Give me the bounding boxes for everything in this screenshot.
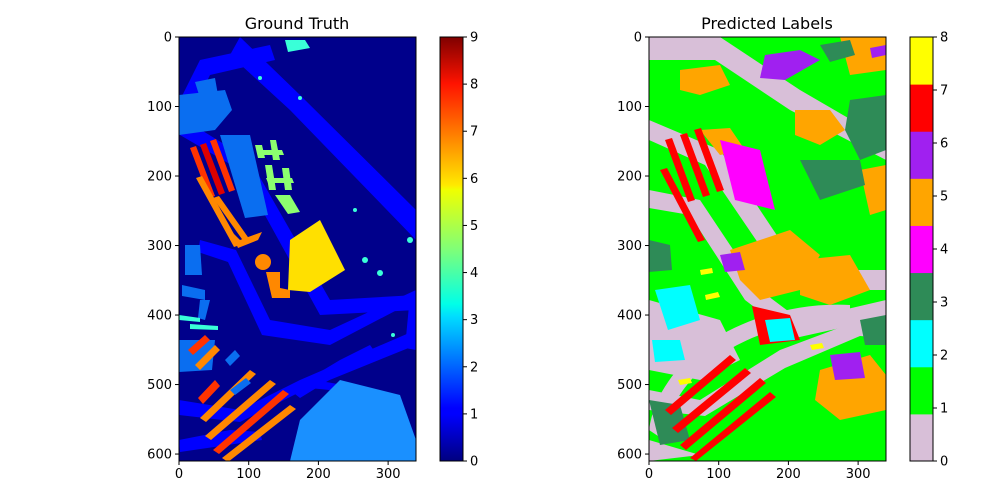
- predicted-labels-colorbar-tick-label: 2: [940, 349, 948, 364]
- ground-truth-colorbar-tick-label: 1: [470, 407, 478, 422]
- ground-truth-colorbar-tick-label: 3: [470, 313, 478, 328]
- ground-truth-colorbar-tick-label: 5: [470, 219, 478, 234]
- ground-truth-x-tick-label: 200: [306, 467, 331, 482]
- ground-truth-colorbar-tick-label: 4: [470, 266, 478, 281]
- ground-truth-axes-frame: [178, 36, 417, 462]
- predicted-labels-colorbar-segment: [910, 225, 933, 274]
- predicted-labels-colorbar-segment: [910, 131, 933, 179]
- predicted-labels-colorbar-tick-label: 7: [940, 84, 948, 99]
- predicted-labels-colorbar-tick-label: 3: [940, 296, 948, 311]
- ground-truth-image: [179, 37, 416, 461]
- predicted-labels-x-tick-label: 200: [776, 467, 801, 482]
- ground-truth-colorbar-tick-label: 7: [470, 125, 478, 140]
- predicted-labels-panel: Predicted Labels: [617, 14, 948, 482]
- predicted-labels-y-tick-label: 0: [634, 31, 642, 46]
- ground-truth-colorbar-tick-label: 9: [470, 31, 478, 46]
- ground-truth-y-tick-label: 0: [164, 31, 172, 46]
- predicted-labels-y-tick-label: 500: [617, 378, 642, 393]
- predicted-labels-colorbar-segment: [910, 366, 933, 415]
- predicted-labels-y-tick-label: 400: [617, 309, 642, 324]
- predicted-labels-colorbar-tick-label: 1: [940, 402, 948, 417]
- predicted-labels-x-tick-label: 300: [846, 467, 871, 482]
- ground-truth-y-tick-label: 500: [147, 378, 172, 393]
- predicted-labels-image: [649, 37, 886, 461]
- ground-truth-y-tick-label: 300: [147, 239, 172, 254]
- predicted-labels-y-tick-label: 600: [617, 448, 642, 463]
- predicted-labels-title: Predicted Labels: [701, 14, 833, 33]
- predicted-labels-colorbar-segment: [910, 319, 933, 368]
- ground-truth-y-ticks: 0 100 200 300 400 500 600: [147, 31, 179, 463]
- predicted-labels-axes-frame: [648, 36, 887, 462]
- ground-truth-title: Ground Truth: [245, 14, 350, 33]
- predicted-labels-colorbar-tick-label: 0: [940, 455, 948, 470]
- predicted-labels-colorbar-tick-label: 4: [940, 243, 948, 258]
- predicted-labels-colorbar-segment: [910, 413, 933, 462]
- ground-truth-x-tick-label: 0: [175, 467, 183, 482]
- predicted-labels-y-tick-label: 300: [617, 239, 642, 254]
- ground-truth-panel: Ground Truth: [147, 14, 478, 482]
- predicted-labels-colorbar-tick-label: 5: [940, 190, 948, 205]
- predicted-labels-colorbar-tick-label: 8: [940, 31, 948, 46]
- ground-truth-y-tick-label: 400: [147, 309, 172, 324]
- ground-truth-y-tick-label: 100: [147, 100, 172, 115]
- predicted-labels-x-tick-label: 100: [706, 467, 731, 482]
- predicted-labels-x-ticks: 0 100 200 300: [645, 461, 871, 482]
- predicted-labels-colorbar: [910, 37, 933, 462]
- predicted-labels-colorbar-segment: [910, 37, 933, 85]
- predicted-labels-colorbar-segment: [910, 272, 933, 321]
- predicted-labels-colorbar-segment: [910, 84, 933, 132]
- predicted-labels-x-tick-label: 0: [645, 467, 653, 482]
- ground-truth-colorbar-tick-label: 2: [470, 360, 478, 375]
- ground-truth-colorbar-tick-label: 0: [470, 455, 478, 470]
- ground-truth-y-tick-label: 200: [147, 170, 172, 185]
- ground-truth-colorbar-ticks: 0 1 2 3 4 5 6 7 8 9: [463, 31, 478, 470]
- ground-truth-colorbar-tick-label: 6: [470, 172, 478, 187]
- predicted-labels-y-ticks: 0 100 200 300 400 500 600: [617, 31, 649, 463]
- predicted-labels-colorbar-segment: [910, 178, 933, 226]
- ground-truth-x-tick-label: 100: [236, 467, 261, 482]
- ground-truth-colorbar: [440, 37, 463, 461]
- predicted-labels-colorbar-ticks: 0 1 2 3 4 5 6 7 8: [933, 31, 948, 470]
- ground-truth-y-tick-label: 600: [147, 448, 172, 463]
- predicted-labels-y-tick-label: 100: [617, 100, 642, 115]
- predicted-labels-colorbar-tick-label: 6: [940, 137, 948, 152]
- ground-truth-x-tick-label: 300: [376, 467, 401, 482]
- ground-truth-colorbar-tick-label: 8: [470, 78, 478, 93]
- ground-truth-x-ticks: 0 100 200 300: [175, 461, 401, 482]
- predicted-labels-y-tick-label: 200: [617, 170, 642, 185]
